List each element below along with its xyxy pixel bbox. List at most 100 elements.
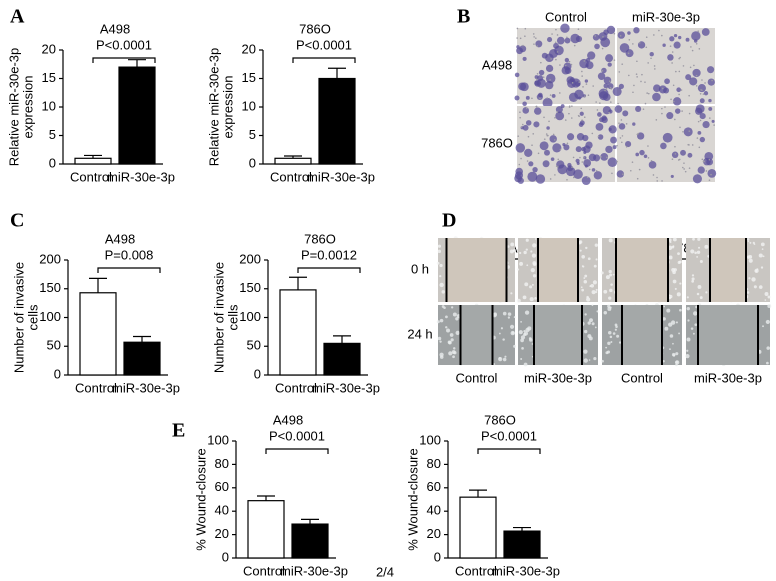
cell [608,269,612,274]
panel-label: D [442,210,456,232]
cell [697,237,701,241]
cell [764,299,767,301]
p-value: P=0.008 [105,247,154,262]
cell [518,330,523,335]
x-tick-label: Control [270,169,312,184]
pore [535,37,537,39]
wound-gap [446,238,507,302]
cell [607,62,612,67]
cell [699,296,703,300]
cell [507,316,511,319]
y-tick-label: 20 [215,526,229,541]
row-label: 24 h [407,326,432,341]
cell [441,305,445,308]
y-tick-label: 20 [42,41,56,56]
y-tick-label: 60 [427,479,441,494]
cell [663,305,666,308]
pore [619,35,622,37]
pore [621,63,624,65]
bar [459,496,497,559]
pore [554,116,556,119]
cell [584,329,588,334]
cell [602,106,612,115]
p-value: P<0.0001 [296,37,352,52]
cell [439,340,442,343]
pore [632,91,634,94]
cell [579,111,584,116]
cell [516,298,521,303]
pore [683,162,685,164]
bar [123,341,161,376]
cell [607,83,614,90]
cell [502,357,507,362]
cell [439,263,443,268]
pore [653,34,655,36]
cell [601,116,608,124]
cell [625,141,632,148]
cell [600,271,604,275]
pore [664,106,666,108]
cell [510,292,513,295]
cell [514,174,522,183]
pore [579,156,581,159]
cell [746,238,750,241]
pore [691,144,694,146]
cell [591,322,595,326]
cell [498,357,501,360]
cell [522,107,530,114]
cell [507,312,512,316]
cell [608,125,617,134]
cell [583,358,588,363]
cell [600,37,611,48]
micrograph [436,236,516,303]
cell [581,288,585,292]
cell [585,246,588,250]
cell [514,95,520,101]
pore [608,111,610,114]
cell [616,334,620,338]
cell [693,39,698,43]
cell [545,53,554,63]
pore [591,132,594,135]
row-label: 0 h [411,261,429,276]
cell [605,346,608,349]
p-value: P=0.0012 [301,247,357,262]
cell [531,283,534,286]
pore [710,173,712,176]
cell [677,260,681,265]
pore [633,84,635,87]
cell [584,274,588,278]
cell [522,56,527,61]
pore [587,176,589,179]
cell [612,145,617,150]
y-tick-label: 20 [427,526,441,541]
x-tick-label: Control [243,563,285,578]
cell [702,120,710,129]
cell [542,97,553,108]
cell [693,311,698,316]
cell [580,286,583,289]
cell [535,174,546,184]
cell [673,41,681,49]
pore [539,97,541,100]
cell [532,262,537,266]
y-axis-label: % Wound-closure [405,448,420,550]
cell [507,245,510,248]
pore [549,178,552,180]
pore [556,51,559,53]
pore [680,89,683,91]
y-tick-label: 80 [215,456,229,471]
pore [582,86,584,88]
pore [581,75,583,77]
cell [667,54,674,61]
cell [694,251,697,255]
pore [595,101,597,103]
cell [529,297,534,302]
cell [533,121,540,128]
bar [118,66,156,165]
cell [549,135,557,143]
significance-bracket [92,57,156,63]
cell [609,306,612,309]
cell [584,313,587,316]
cell [449,333,454,337]
